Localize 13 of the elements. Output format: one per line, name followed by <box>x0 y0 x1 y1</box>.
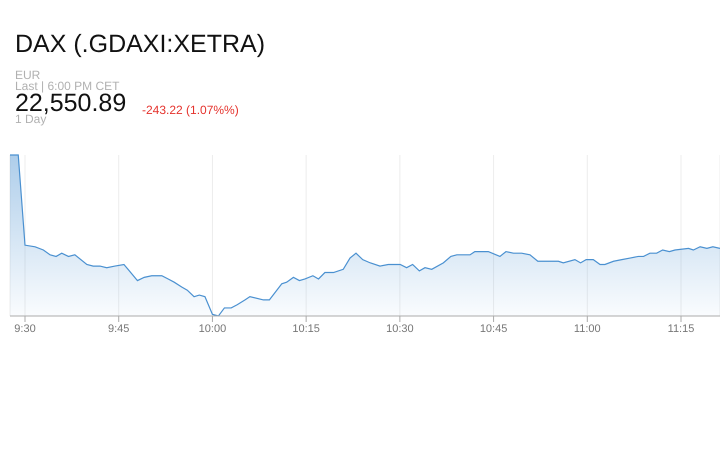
text: Last | 6:00 PM CET <box>15 79 120 94</box>
chart-title: DAX (.GDAXI:XETRA) <box>15 30 266 59</box>
x-tick-label: 10:45 <box>480 322 508 335</box>
x-tick-label: 9:45 <box>108 322 130 335</box>
text: 1 Day <box>15 112 46 126</box>
x-tick-label: 10:30 <box>386 322 414 335</box>
x-tick-label: 11:15 <box>668 322 694 335</box>
text: -243.22 (1.07%%) <box>142 103 239 118</box>
chart-subtitle: EUR <box>15 68 40 82</box>
x-tick-label: 9:30 <box>14 322 36 335</box>
x-tick-label: 11:00 <box>574 322 601 335</box>
x-tick-label: 10:15 <box>292 322 320 335</box>
x-tick-label: 10:00 <box>198 322 226 335</box>
